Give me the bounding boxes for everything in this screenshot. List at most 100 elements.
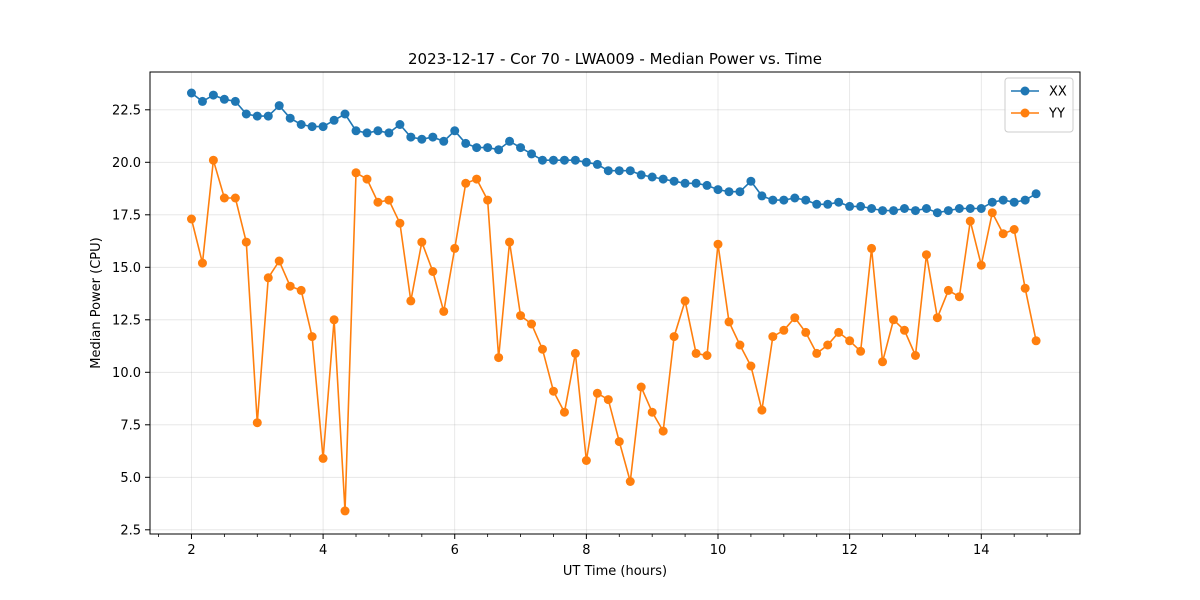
data-point-xx [274, 101, 284, 111]
data-point-xx [241, 109, 251, 119]
data-point-yy [724, 317, 734, 327]
data-point-yy [647, 407, 657, 417]
data-point-xx [505, 136, 515, 146]
data-point-yy [450, 243, 460, 253]
data-point-xx [428, 132, 438, 142]
data-point-xx [527, 149, 537, 159]
data-point-yy [472, 174, 482, 184]
data-point-xx [801, 195, 811, 205]
data-point-yy [636, 382, 646, 392]
y-tick-label: 20.0 [112, 156, 141, 171]
data-point-xx [603, 166, 613, 176]
data-point-xx [351, 126, 361, 136]
data-point-xx [735, 187, 745, 197]
data-point-yy [768, 332, 778, 342]
data-point-yy [318, 453, 328, 463]
data-point-yy [494, 353, 504, 363]
data-point-yy [428, 267, 438, 276]
data-point-xx [998, 195, 1008, 205]
data-point-yy [373, 197, 383, 207]
data-point-yy [570, 348, 580, 358]
data-point-yy [812, 348, 822, 358]
data-point-yy [713, 239, 723, 249]
data-point-xx [987, 197, 997, 207]
data-point-xx [1031, 189, 1041, 199]
legend-label-xx: XX [1049, 85, 1067, 100]
data-point-xx [417, 134, 427, 144]
x-axis-label: UT Time (hours) [563, 564, 667, 579]
data-point-xx [1020, 195, 1030, 205]
data-point-yy [921, 250, 931, 260]
data-point-yy [252, 418, 262, 428]
data-point-xx [702, 180, 712, 190]
x-tick-label: 6 [451, 543, 459, 558]
data-point-yy [581, 456, 591, 465]
data-point-xx [910, 206, 920, 216]
data-point-xx [208, 90, 218, 100]
data-point-xx [943, 206, 953, 216]
legend-item-yy: YY [1011, 107, 1065, 122]
data-point-xx [845, 201, 855, 211]
y-tick-label: 12.5 [112, 313, 141, 328]
data-point-yy [954, 292, 964, 302]
data-point-xx [186, 88, 196, 98]
data-point-xx [219, 94, 229, 104]
data-point-xx [669, 176, 679, 186]
data-point-yy [976, 260, 986, 270]
data-point-yy [867, 243, 877, 253]
data-point-xx [384, 128, 394, 138]
data-point-xx [889, 206, 899, 216]
y-axis: 2.5 5.0 7.5 10.0 12.5 15.0 17.5 20.0 22.5 [112, 103, 150, 538]
data-point-xx [494, 145, 504, 155]
data-point-yy [406, 296, 416, 306]
data-point-xx [1009, 197, 1019, 207]
data-point-yy [461, 178, 471, 188]
data-point-yy [230, 193, 240, 203]
legend-label-yy: YY [1048, 107, 1065, 122]
data-point-xx [921, 204, 931, 213]
data-point-yy [1009, 225, 1019, 234]
data-point-yy [1020, 283, 1030, 293]
y-tick-label: 5.0 [120, 471, 141, 486]
data-point-xx [878, 206, 888, 216]
y-tick-label: 22.5 [112, 103, 141, 118]
data-point-yy [516, 311, 526, 321]
data-point-yy [296, 285, 306, 295]
data-point-xx [757, 191, 767, 201]
x-tick-label: 12 [841, 543, 858, 558]
legend-marker-yy [1020, 108, 1030, 118]
data-point-yy [208, 155, 218, 165]
data-point-yy [537, 344, 547, 354]
data-point-yy [702, 351, 712, 360]
data-point-yy [899, 325, 909, 335]
data-point-xx [823, 199, 833, 209]
data-point-xx [647, 172, 657, 182]
data-point-yy [186, 214, 196, 224]
data-point-xx [614, 166, 624, 176]
data-point-xx [483, 143, 493, 153]
x-tick-label: 14 [973, 543, 990, 558]
data-point-yy [603, 395, 613, 405]
data-point-yy [548, 386, 558, 396]
data-point-xx [691, 178, 701, 188]
data-point-xx [790, 193, 800, 203]
data-point-xx [472, 143, 482, 153]
data-point-yy [417, 237, 427, 247]
data-point-yy [746, 361, 756, 371]
data-point-yy [669, 332, 679, 342]
y-tick-label: 17.5 [112, 208, 141, 223]
data-point-yy [505, 237, 515, 247]
data-point-xx [450, 126, 460, 136]
data-point-yy [439, 306, 449, 316]
data-point-yy [285, 281, 295, 291]
data-point-yy [625, 477, 635, 486]
x-tick-label: 2 [187, 543, 195, 558]
data-point-yy [932, 313, 942, 323]
data-point-xx [680, 178, 690, 188]
series-yy [186, 155, 1041, 516]
data-point-xx [307, 122, 317, 132]
data-point-yy [801, 327, 811, 337]
y-tick-label: 2.5 [120, 523, 141, 538]
data-point-yy [680, 296, 690, 306]
